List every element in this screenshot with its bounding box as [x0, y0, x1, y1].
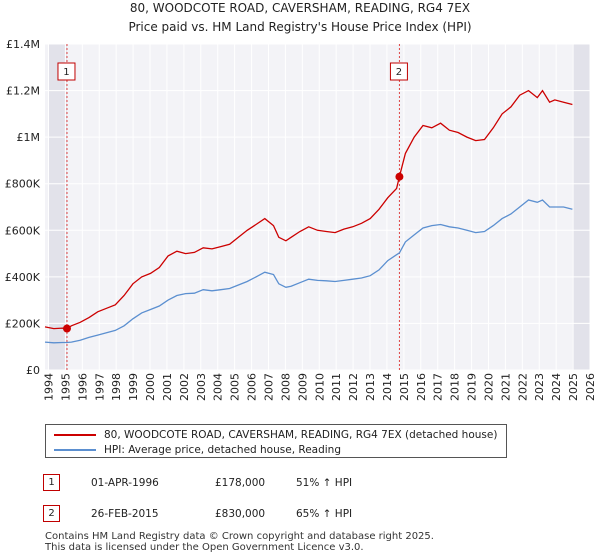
- hpi-line: [44, 199, 573, 344]
- transaction-hpi: 51% ↑ HPI: [296, 477, 353, 489]
- transaction-badge: 1: [43, 474, 60, 491]
- chart-subtitle: Price paid vs. HM Land Registry's House …: [128, 20, 471, 34]
- future-shading: [572, 44, 590, 370]
- x-tick-label: 2006: [246, 373, 259, 401]
- x-tick-label: 2015: [398, 373, 411, 401]
- x-tick-label: 1996: [76, 373, 89, 401]
- legend-swatch-property: [54, 434, 96, 436]
- transaction-price: £830,000: [215, 508, 266, 520]
- x-tick-label: 2024: [550, 373, 563, 401]
- pre-sale-shading: [48, 44, 67, 370]
- price-chart: 80, WOODCOTE ROAD, CAVERSHAM, READING, R…: [5, 1, 597, 401]
- sale-point: [395, 172, 404, 181]
- transaction-date: 01-APR-1996: [91, 477, 159, 489]
- x-tick-label: 2005: [229, 373, 242, 401]
- x-tick-label: 2021: [499, 373, 512, 401]
- transaction-hpi: 65% ↑ HPI: [296, 508, 353, 520]
- legend-swatch-hpi: [54, 449, 96, 451]
- y-tick-label: £800K: [5, 178, 41, 191]
- x-tick-label: 2002: [178, 373, 191, 401]
- x-tick-label: 2010: [313, 373, 326, 401]
- footer-line-2: This data is licensed under the Open Gov…: [45, 542, 364, 553]
- x-tick-label: 2011: [330, 373, 343, 401]
- x-tick-label: 2007: [262, 373, 275, 401]
- x-tick-label: 2013: [364, 373, 377, 401]
- y-tick-label: £1M: [17, 131, 41, 144]
- legend-label-hpi: HPI: Average price, detached house, Read…: [104, 444, 341, 456]
- x-tick-label: 2009: [296, 373, 309, 401]
- x-tick-label: 2026: [584, 373, 597, 401]
- chart-title: 80, WOODCOTE ROAD, CAVERSHAM, READING, R…: [130, 1, 470, 15]
- x-tick-label: 2023: [533, 373, 546, 401]
- sale-marker-label: 2: [396, 67, 402, 78]
- legend-item-property: 80, WOODCOTE ROAD, CAVERSHAM, READING, R…: [54, 428, 497, 442]
- property-price-line: [44, 89, 573, 330]
- legend-item-hpi: HPI: Average price, detached house, Read…: [54, 443, 341, 457]
- legend: 80, WOODCOTE ROAD, CAVERSHAM, READING, R…: [45, 424, 507, 458]
- x-tick-label: 1994: [43, 373, 56, 401]
- sale-marker-box: [389, 62, 408, 81]
- sale-marker-label: 1: [63, 67, 69, 78]
- x-tick-label: 2000: [144, 373, 157, 401]
- x-tick-label: 1998: [110, 373, 123, 401]
- y-tick-label: £1.2M: [6, 85, 40, 98]
- y-tick-label: £600K: [5, 224, 41, 237]
- legend-label-property: 80, WOODCOTE ROAD, CAVERSHAM, READING, R…: [104, 429, 498, 441]
- x-tick-label: 2001: [161, 373, 174, 401]
- sale-point: [62, 324, 71, 333]
- x-tick-label: 2008: [279, 373, 292, 401]
- x-tick-label: 2018: [449, 373, 462, 401]
- y-tick-label: £1.4M: [6, 38, 40, 51]
- y-tick-label: £200K: [5, 317, 41, 330]
- x-tick-label: 2025: [567, 373, 580, 401]
- x-tick-label: 2017: [432, 373, 445, 401]
- y-tick-label: £0: [26, 364, 40, 377]
- transaction-date: 26-FEB-2015: [91, 508, 159, 520]
- x-tick-label: 1999: [127, 373, 140, 401]
- sale-marker-box: [57, 62, 76, 81]
- plot-area: [45, 44, 590, 370]
- x-tick-label: 2020: [482, 373, 495, 401]
- x-tick-label: 2019: [466, 373, 479, 401]
- x-tick-label: 2022: [516, 373, 529, 401]
- x-tick-label: 1997: [93, 373, 106, 401]
- footer-attribution: Contains HM Land Registry data © Crown c…: [45, 531, 590, 553]
- x-tick-label: 2014: [381, 373, 394, 401]
- transaction-price: £178,000: [215, 477, 266, 489]
- y-tick-label: £400K: [5, 271, 41, 284]
- x-tick-label: 2003: [195, 373, 208, 401]
- x-tick-label: 2004: [212, 373, 225, 401]
- x-tick-label: 2012: [347, 373, 360, 401]
- x-tick-label: 2016: [415, 373, 428, 401]
- transaction-badge: 2: [43, 505, 60, 522]
- x-tick-label: 1995: [59, 373, 72, 401]
- footer-line-1: Contains HM Land Registry data © Crown c…: [45, 531, 434, 542]
